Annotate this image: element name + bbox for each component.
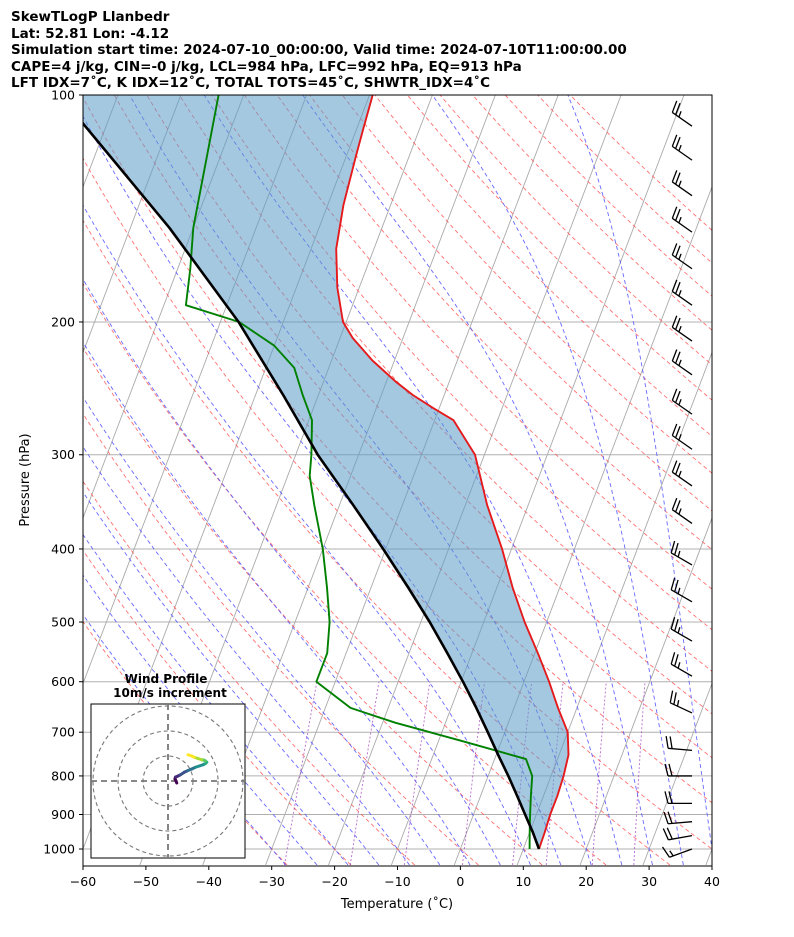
wind-barb	[670, 540, 693, 566]
x-tick-label: 30	[641, 874, 657, 889]
x-tick-label: −30	[259, 874, 285, 889]
wind-barb	[671, 100, 693, 127]
y-axis-label: Pressure (hPa)	[18, 433, 33, 526]
mixing-ratio-line	[462, 681, 486, 866]
y-tick-label: 400	[51, 541, 75, 556]
isotherm-line	[705, 847, 712, 866]
chart-header: SkewTLogP Llanbedr Lat: 52.81 Lon: -4.12…	[11, 9, 627, 92]
moist-adiabat-line	[431, 95, 684, 866]
wind-barb	[671, 460, 693, 487]
dry-adiabat-line	[83, 412, 479, 866]
wind-barb	[671, 349, 693, 376]
x-tick-label: −10	[384, 874, 410, 889]
isotherm-line	[83, 95, 182, 354]
dewpoint-line	[184, 95, 534, 850]
moist-adiabat-line	[83, 278, 501, 866]
x-tick-label: −60	[70, 874, 96, 889]
wind-barb	[663, 811, 693, 825]
moist-adiabat-line	[83, 341, 471, 866]
wind-barb	[665, 735, 693, 752]
x-axis-label: Temperature (˚C)	[340, 896, 453, 912]
hodograph-segment	[186, 753, 194, 758]
moist-adiabat-line	[83, 396, 441, 866]
moist-adiabat-line	[83, 445, 410, 866]
wind-barb	[664, 763, 692, 777]
hodograph-inset: Wind Profile 10m/s increment	[90, 672, 246, 859]
x-tick-label: −20	[321, 874, 347, 889]
y-tick-label: 700	[51, 725, 75, 740]
wind-barb	[671, 243, 693, 270]
y-tick-label: 300	[51, 447, 75, 462]
mixing-ratio-line	[349, 681, 380, 866]
dry-adiabat-line	[179, 95, 712, 672]
mixing-ratio-line	[403, 681, 431, 866]
x-tick-label: 20	[578, 874, 594, 889]
wind-barb	[669, 690, 693, 714]
y-tick-label: 500	[51, 615, 75, 630]
wind-barb	[671, 134, 693, 161]
mixing-ratio-line	[284, 681, 318, 866]
cape-shading	[83, 95, 569, 849]
wind-barb	[671, 170, 693, 197]
dry-adiabat-line	[83, 480, 416, 866]
wind-barb	[671, 279, 693, 306]
x-tick-label: 10	[515, 874, 531, 889]
wind-barb	[662, 827, 693, 841]
indices-line-1: CAPE=4 j/kg, CIN=-0 j/kg, LCL=984 hPa, L…	[11, 58, 522, 75]
x-tick-label: 40	[704, 874, 720, 889]
dry-adiabat-line	[537, 95, 712, 264]
moist-adiabat-line	[83, 204, 531, 866]
mixing-ratio-line	[591, 681, 607, 866]
wind-barb	[661, 846, 693, 858]
hodograph-title: Wind Profile	[125, 672, 208, 686]
y-tick-label: 200	[51, 314, 75, 329]
wind-barb	[671, 423, 693, 450]
dry-adiabat-line	[83, 549, 352, 866]
temperature-line	[335, 95, 570, 850]
hodograph-ring	[117, 730, 219, 832]
chart-title: SkewTLogP Llanbedr	[11, 9, 170, 25]
mixing-ratio-line	[633, 681, 646, 866]
parcel-profile-line	[83, 121, 541, 850]
isotherm-line	[391, 95, 685, 866]
wind-barb	[671, 497, 693, 524]
location-line: Lat: 52.81 Lon: -4.12	[11, 25, 170, 42]
x-tick-label: −40	[196, 874, 222, 889]
moist-adiabat-line	[567, 95, 712, 853]
moist-adiabat-line	[83, 574, 318, 866]
isotherm-line	[769, 95, 794, 865]
y-tick-label: 600	[51, 674, 75, 689]
wind-barb	[671, 315, 693, 342]
y-tick-label: 1000	[43, 842, 75, 857]
dry-adiabat-line	[211, 95, 712, 631]
dry-adiabat-line	[244, 95, 712, 590]
x-tick-label: 0	[456, 874, 464, 889]
y-tick-label: 800	[51, 768, 75, 783]
dry-adiabat-line	[83, 219, 671, 866]
moist-adiabat-line	[203, 95, 623, 866]
wind-barb	[670, 617, 693, 642]
wind-barb	[670, 577, 693, 603]
moist-adiabat-line	[83, 533, 349, 866]
hodograph-subtitle: 10m/s increment	[113, 686, 227, 700]
x-tick-label: −50	[133, 874, 159, 889]
wind-barb	[671, 206, 693, 233]
y-tick-label: 100	[51, 88, 75, 103]
wind-barb	[671, 388, 693, 415]
isotherm-line	[579, 516, 712, 866]
y-tick-label: 900	[51, 807, 75, 822]
indices-line-2: LFT IDX=7˚C, K IDX=12˚C, TOTAL TOTS=45˚C…	[11, 75, 491, 92]
dry-adiabat-line	[374, 95, 712, 437]
times-line: Simulation start time: 2024-07-10_00:00:…	[11, 42, 627, 59]
dry-adiabat-line	[309, 95, 712, 512]
wind-barb	[670, 652, 693, 677]
wind-barb	[664, 791, 692, 805]
isotherm-line	[642, 682, 712, 866]
dry-adiabat-line	[83, 347, 543, 866]
